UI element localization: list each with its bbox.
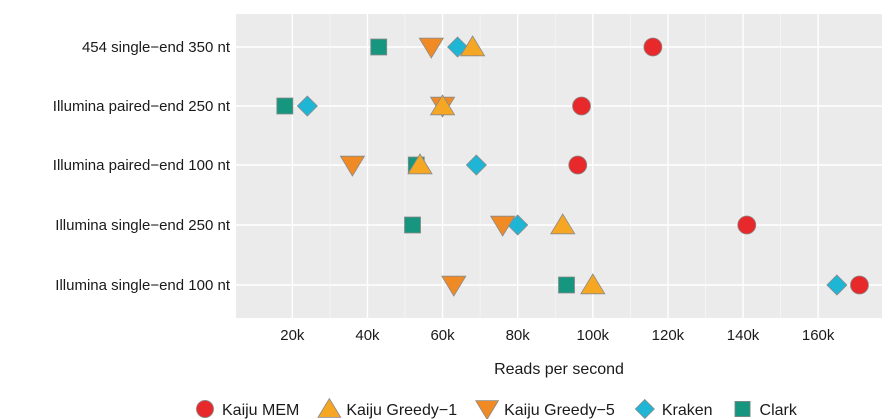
data-point-diamond (826, 274, 848, 296)
x-tick-label: 140k (727, 327, 760, 344)
data-point-square (370, 38, 388, 56)
legend-marker-triangle-up (317, 397, 342, 418)
legend-marker-square (734, 400, 751, 417)
legend-marker-circle (196, 400, 214, 418)
data-point-triangle-up (407, 153, 433, 175)
legend-label: Clark (760, 402, 798, 419)
legend-marker-triangle-down (474, 400, 500, 419)
data-point-triangle-up (550, 213, 576, 235)
data-point-circle (643, 37, 663, 57)
x-tick-label: 100k (577, 327, 610, 344)
data-point-triangle-up (429, 94, 456, 116)
legend-label: Kaiju MEM (222, 402, 299, 419)
x-tick-labels: 20k 40k 60k 80k 100k 120k 140k 160k (280, 327, 835, 344)
data-points (276, 35, 869, 297)
x-tick-label: 80k (506, 327, 531, 344)
legend-label: Kaiju Greedy−5 (504, 402, 615, 419)
y-tick-labels: 454 single−end 350 nt Illumina paired−end… (53, 39, 231, 294)
x-tick-label: 120k (652, 327, 685, 344)
data-point-triangle-down (339, 155, 366, 177)
data-point-triangle-up (459, 35, 486, 57)
data-point-circle (850, 275, 869, 295)
plot-panel (236, 14, 882, 318)
legend-item: Kaiju Greedy−1 (317, 397, 457, 419)
legend-item: Kaiju Greedy−5 (474, 400, 615, 419)
x-tick-label: 20k (280, 327, 305, 344)
legend-item: Kraken (634, 398, 713, 419)
data-point-triangle-down (441, 275, 467, 297)
data-point-square (558, 276, 575, 294)
data-point-triangle-down (418, 37, 445, 59)
legend-marker-diamond (634, 398, 655, 419)
data-point-circle (568, 155, 588, 175)
y-tick-label: 454 single−end 350 nt (82, 39, 231, 56)
x-axis-title: Reads per second (494, 361, 624, 378)
y-tick-label: Illumina single−end 250 nt (55, 217, 231, 234)
x-tick-label: 60k (430, 327, 455, 344)
data-point-circle (572, 96, 591, 116)
legend-label: Kaiju Greedy−1 (346, 402, 457, 419)
legend-label: Kraken (662, 402, 713, 419)
legend-item: Clark (734, 400, 798, 419)
legend: Kaiju MEM Kaiju Greedy−1 Kaiju Greedy−5 Kra… (196, 397, 798, 419)
y-tick-label: Illumina paired−end 250 nt (53, 98, 231, 115)
y-tick-label: Illumina single−end 100 nt (55, 277, 231, 294)
y-tick-label: Illumina paired−end 100 nt (53, 157, 231, 174)
data-point-diamond (465, 154, 487, 176)
data-point-diamond (296, 95, 318, 117)
data-point-square (404, 216, 421, 234)
data-point-circle (737, 215, 757, 235)
legend-item: Kaiju MEM (196, 400, 299, 419)
data-point-triangle-up (580, 273, 606, 295)
data-point-triangle-down (489, 215, 516, 237)
x-tick-label: 40k (355, 327, 380, 344)
data-point-square (276, 97, 294, 115)
x-tick-label: 160k (802, 327, 835, 344)
